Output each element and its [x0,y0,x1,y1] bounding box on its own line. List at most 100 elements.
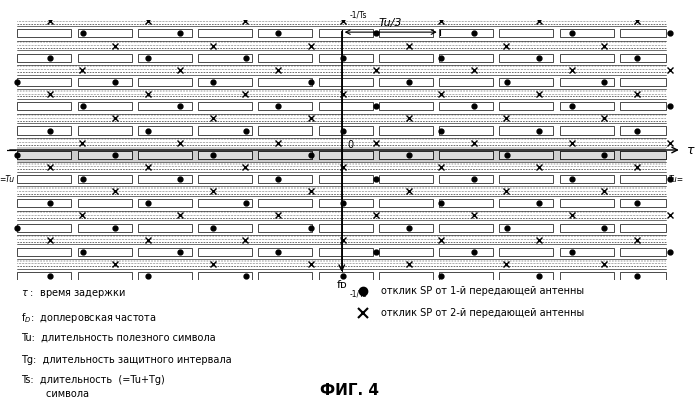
Bar [620,224,666,232]
Bar [439,151,493,159]
Bar [17,29,71,38]
Bar [78,199,131,207]
Bar [620,199,666,207]
Bar [499,224,554,232]
Bar [17,296,71,304]
Text: ФИГ. 4: ФИГ. 4 [320,382,379,398]
Bar [560,78,614,86]
Bar [259,296,312,304]
Bar [499,102,554,110]
Bar [319,175,373,183]
Bar [620,175,666,183]
Bar [78,78,131,86]
Bar [499,29,554,38]
Bar [439,102,493,110]
Bar [379,296,433,304]
Bar [198,199,252,207]
Bar [319,296,373,304]
Bar [198,224,252,232]
Bar [379,78,433,86]
Bar [499,199,554,207]
Bar [620,151,666,159]
Bar [379,29,433,38]
Bar [198,5,252,13]
Text: fᴅ: fᴅ [336,280,347,290]
Text: Tu=: Tu= [669,174,684,184]
Bar [17,199,71,207]
Bar [17,224,71,232]
Bar [198,126,252,134]
Bar [319,248,373,256]
Bar [319,151,373,159]
Bar [439,29,493,38]
Bar [319,199,373,207]
Bar [560,296,614,304]
Bar [439,224,493,232]
Bar [198,175,252,183]
Bar [560,5,614,13]
Bar [439,272,493,280]
Bar [198,78,252,86]
Bar [138,102,192,110]
Bar [259,5,312,13]
Text: символа: символа [21,389,89,399]
Text: Tu/3: Tu/3 [379,18,403,28]
Bar [620,272,666,280]
Bar [620,54,666,62]
Text: $\tau$ :  время задержки: $\tau$ : время задержки [21,288,126,300]
Bar [620,126,666,134]
Bar [439,175,493,183]
Bar [78,5,131,13]
Bar [439,54,493,62]
Bar [319,5,373,13]
Bar [499,151,554,159]
Bar [560,151,614,159]
Bar [560,126,614,134]
Bar [259,78,312,86]
Bar [560,248,614,256]
Bar [439,126,493,134]
Bar [259,224,312,232]
Bar [78,29,131,38]
Bar [560,272,614,280]
Bar [439,199,493,207]
Bar [379,5,433,13]
Bar [499,151,554,159]
Bar [17,54,71,62]
Bar [259,54,312,62]
Bar [138,224,192,232]
Bar [620,151,666,159]
Bar [138,5,192,13]
Bar [138,151,192,159]
Bar [17,151,71,159]
Bar [259,175,312,183]
Bar [138,272,192,280]
Bar [620,296,666,304]
Bar [439,248,493,256]
Bar [499,126,554,134]
Bar [499,175,554,183]
Bar [379,175,433,183]
Bar [379,248,433,256]
Bar [259,272,312,280]
Bar [259,29,312,38]
Bar [319,272,373,280]
Bar [379,102,433,110]
Bar [78,248,131,256]
Bar [560,102,614,110]
Bar [319,102,373,110]
Text: f$_D$:  доплеровская частота: f$_D$: доплеровская частота [21,311,157,325]
Bar [379,151,433,159]
Text: -1/Ts: -1/Ts [350,290,367,299]
Bar [198,296,252,304]
Bar [17,151,71,159]
Bar [620,248,666,256]
Bar [259,248,312,256]
Bar [17,175,71,183]
Bar [379,224,433,232]
Bar [138,29,192,38]
Bar [17,102,71,110]
Bar [78,54,131,62]
Bar [620,5,666,13]
Bar [379,126,433,134]
